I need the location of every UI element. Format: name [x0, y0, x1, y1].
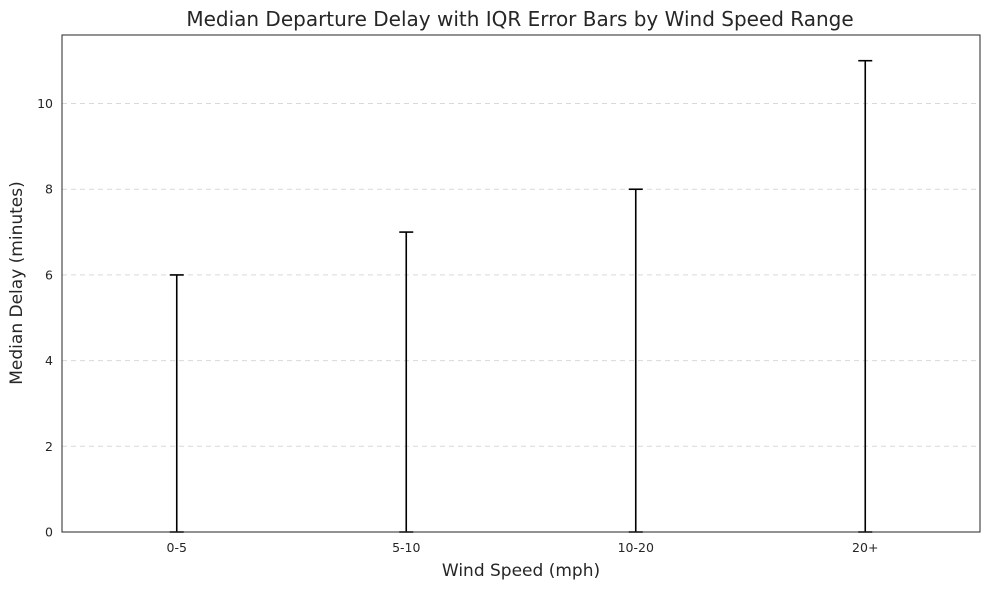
- x-tick-label: 10-20: [618, 540, 654, 555]
- x-axis-label: Wind Speed (mph): [442, 561, 600, 581]
- y-tick-label: 8: [45, 182, 53, 197]
- y-tick-label: 10: [37, 96, 53, 111]
- y-tick-label: 2: [45, 439, 53, 454]
- x-tick-label: 5-10: [392, 540, 420, 555]
- y-tick-label: 6: [45, 267, 53, 282]
- y-axis: 0 2 4 6 8 10: [37, 96, 53, 539]
- chart-title: Median Departure Delay with IQR Error Ba…: [186, 7, 853, 31]
- grid: [62, 103, 980, 447]
- x-axis: 0-5 5-10 10-20 20+: [167, 540, 879, 555]
- plot-frame: [61, 34, 981, 533]
- y-tick-label: 4: [45, 353, 53, 368]
- error-bars: [169, 59, 873, 533]
- y-tick-label: 0: [45, 525, 53, 540]
- y-axis-label: Median Delay (minutes): [7, 181, 27, 384]
- x-tick-label: 0-5: [167, 540, 187, 555]
- x-tick-label: 20+: [852, 540, 878, 555]
